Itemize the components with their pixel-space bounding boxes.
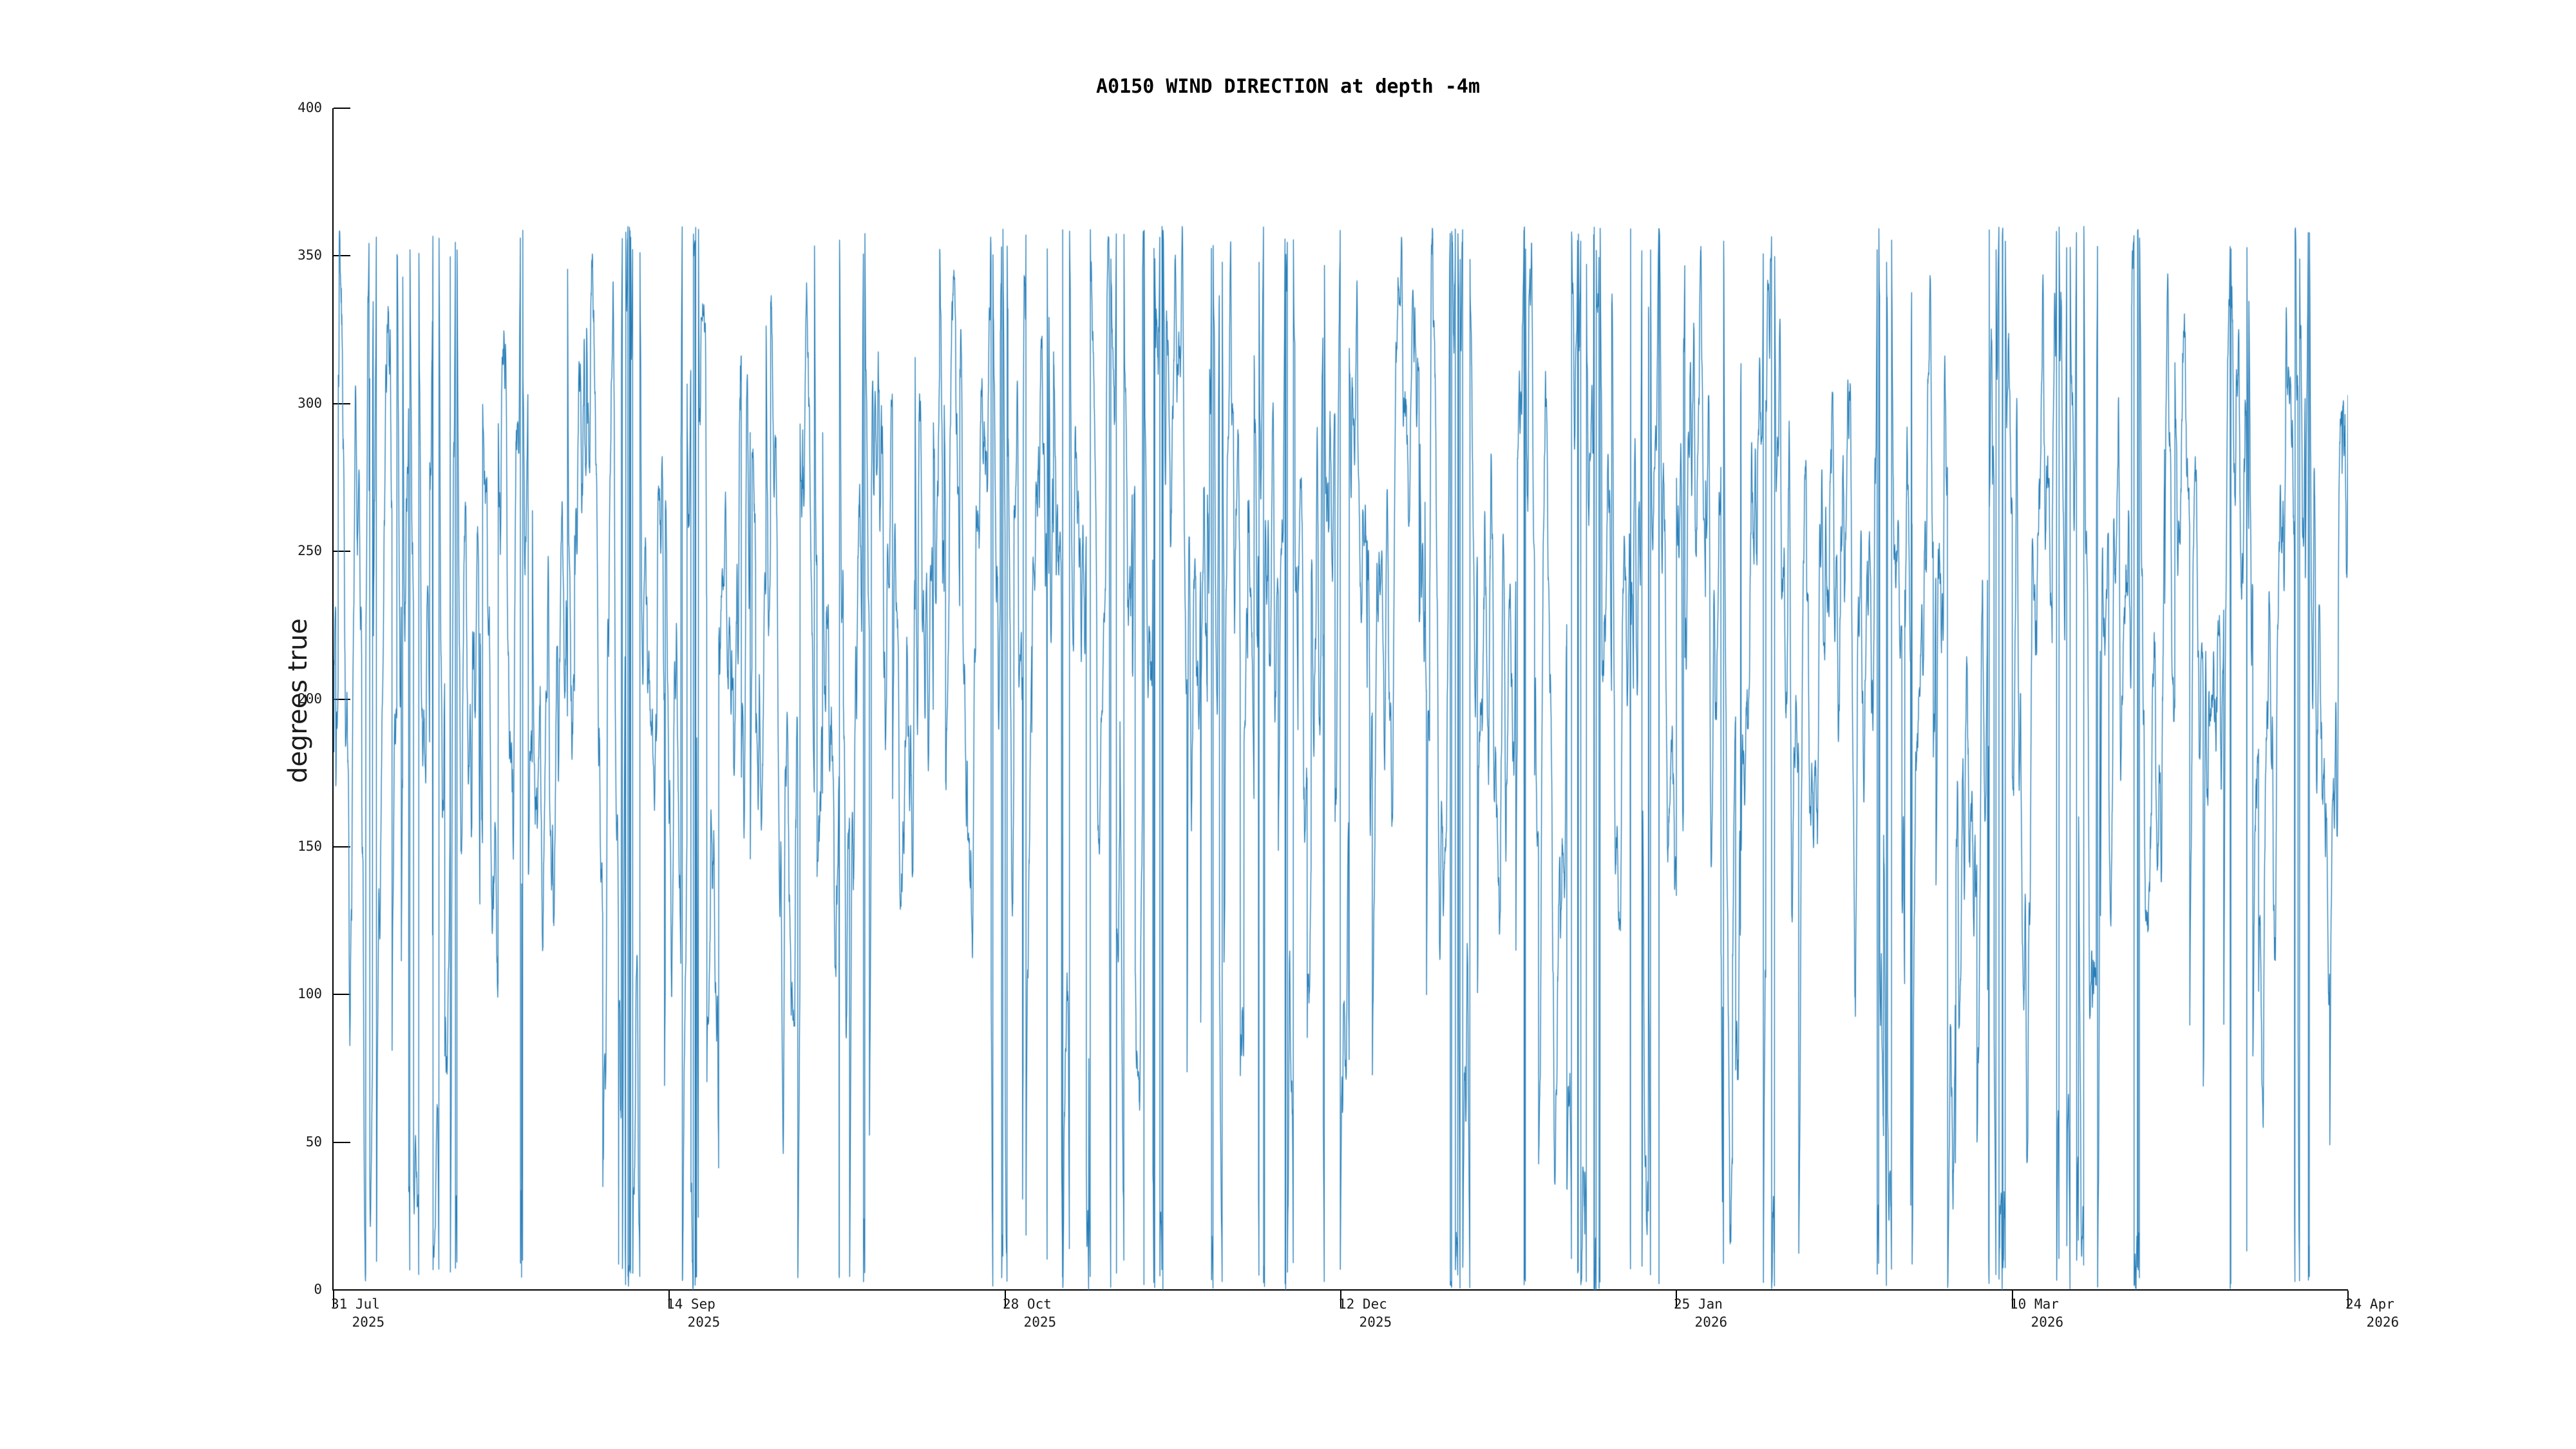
x-tick-date: 25 Jan (1674, 1296, 1723, 1312)
plot-area (334, 108, 2348, 1290)
x-tick-date: 28 Oct (1003, 1296, 1052, 1312)
y-tick-label: 300 (298, 395, 322, 411)
x-tick-mark (2012, 1291, 2013, 1307)
x-tick-label: 28 Oct 2025 (1003, 1296, 1056, 1331)
x-tick-year: 2025 (1359, 1314, 1392, 1330)
y-axis-spine (332, 108, 334, 1291)
y-tick-label: 350 (298, 247, 322, 263)
x-tick-mark (333, 1291, 334, 1307)
x-tick-mark (1676, 1291, 1677, 1307)
x-tick-label: 14 Sep 2025 (667, 1296, 720, 1331)
x-tick-mark (1340, 1291, 1341, 1307)
x-tick-date: 31 Jul (331, 1296, 380, 1312)
y-tick-mark (334, 1289, 350, 1291)
x-tick-mark (2347, 1291, 2349, 1307)
x-tick-label: 10 Mar 2026 (2010, 1296, 2063, 1331)
y-tick-label: 400 (298, 100, 322, 115)
x-tick-date: 14 Sep (667, 1296, 715, 1312)
x-tick-date: 12 Dec (1338, 1296, 1387, 1312)
x-tick-label: 12 Dec 2025 (1338, 1296, 1392, 1331)
y-tick-label: 0 (314, 1282, 322, 1297)
x-tick-mark (668, 1291, 670, 1307)
x-tick-label: 24 Apr 2026 (2345, 1296, 2399, 1331)
y-tick-label: 50 (305, 1133, 322, 1150)
x-tick-date: 24 Apr (2345, 1296, 2394, 1312)
x-tick-year: 2025 (352, 1314, 385, 1330)
x-tick-year: 2026 (1694, 1314, 1728, 1330)
x-axis-spine (332, 1289, 2348, 1291)
x-tick-date: 10 Mar (2010, 1296, 2059, 1312)
x-tick-year: 2025 (687, 1314, 721, 1330)
y-tick-label: 150 (298, 838, 322, 854)
page-title: A0150 WIND DIRECTION at depth -4m (1095, 75, 1481, 98)
x-tick-label: 31 Jul 2025 (331, 1296, 384, 1331)
y-tick-label: 250 (298, 543, 322, 559)
data-series-canvas (334, 108, 2348, 1290)
y-tick-label: 100 (298, 986, 322, 1002)
x-tick-year: 2025 (1023, 1314, 1057, 1330)
y-tick-label: 200 (298, 690, 322, 706)
x-tick-mark (1005, 1291, 1006, 1307)
x-tick-label: 25 Jan 2026 (1674, 1296, 1727, 1331)
x-tick-year: 2026 (2366, 1314, 2400, 1330)
x-tick-year: 2026 (2031, 1314, 2064, 1330)
